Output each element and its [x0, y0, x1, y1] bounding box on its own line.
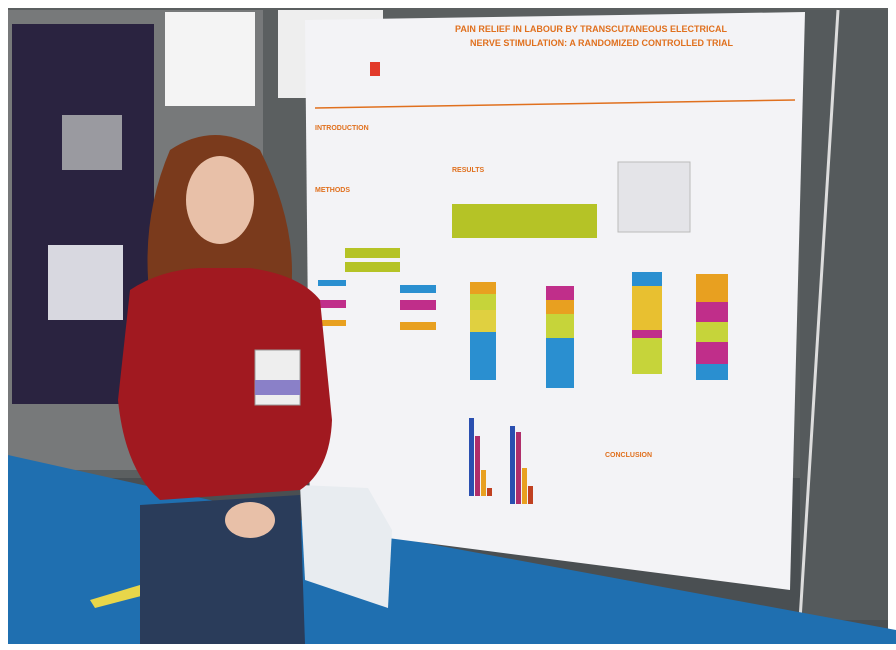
- floor-tape: [90, 585, 145, 608]
- paper-sign: [165, 12, 255, 106]
- person: [118, 135, 332, 644]
- handouts: [300, 485, 392, 608]
- section-heading: METHODS: [315, 187, 350, 194]
- poster-rule: [314, 99, 796, 109]
- poster-bars: [318, 248, 728, 504]
- section-heading: INTRODUCTION: [315, 125, 369, 132]
- section-heading: RESULTS: [452, 167, 484, 174]
- poster-title: NERVE STIMULATION: A RANDOMIZED CONTROLL…: [470, 38, 733, 48]
- left-poster-photo: [62, 115, 122, 170]
- pole: [798, 9, 840, 621]
- poster-title: PAIN RELIEF IN LABOUR BY TRANSCUTANEOUS …: [455, 24, 728, 34]
- poster-scatter: [617, 161, 691, 233]
- poster-table: [452, 204, 597, 238]
- section-heading: CONCLUSION: [605, 452, 652, 459]
- right-panel: [800, 10, 888, 620]
- logo: [370, 62, 380, 76]
- left-poster-chart: [48, 245, 123, 320]
